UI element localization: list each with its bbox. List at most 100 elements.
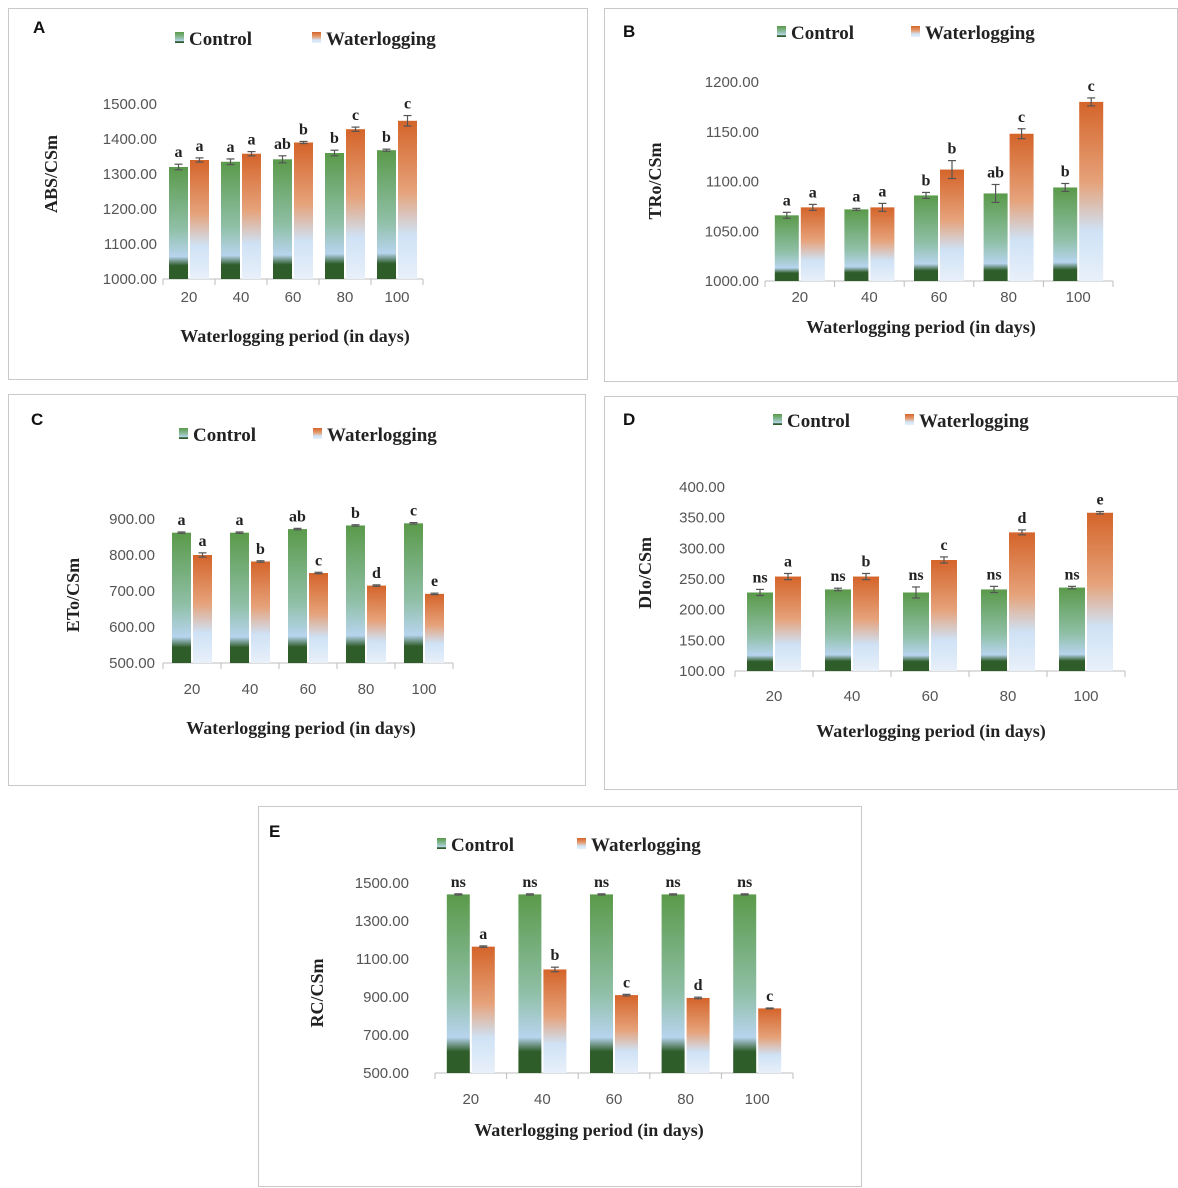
x-tick-label: 80	[337, 289, 354, 306]
bar-waterlogging	[758, 1008, 782, 1073]
bar-control	[774, 215, 799, 281]
x-tick-label: 40	[534, 1091, 551, 1108]
significance-label: b	[862, 553, 871, 570]
significance-label: a	[809, 184, 817, 201]
error-bar	[862, 572, 870, 581]
error-bar	[278, 155, 287, 164]
error-bar	[1068, 585, 1076, 590]
bar-control	[325, 153, 344, 279]
bar-control	[221, 161, 240, 279]
significance-label: b	[550, 947, 559, 964]
significance-label: a	[227, 139, 235, 156]
bar-control	[169, 167, 188, 279]
significance-label: e	[1096, 492, 1103, 509]
x-tick-label: 40	[861, 289, 878, 306]
significance-label: b	[330, 130, 339, 147]
legend-waterlogging-swatch	[577, 838, 586, 849]
legend-waterlogging-label: Waterlogging	[919, 411, 1029, 432]
significance-label: ns	[908, 567, 923, 584]
y-tick-label: 1000.00	[103, 271, 157, 288]
error-bar	[409, 521, 418, 525]
chart-c-svg: C Control Waterlogging ETo/CSm 500.00 600.00 7…	[31, 410, 454, 739]
y-tick-label: 900.00	[109, 511, 155, 528]
significance-label: a	[878, 183, 886, 200]
bar-control	[346, 525, 365, 663]
x-axis-title-e: Waterlogging period (in days)	[474, 1120, 704, 1141]
error-bar	[293, 527, 302, 531]
error-bar	[372, 584, 381, 587]
significance-label: ns	[1064, 566, 1079, 583]
x-tick-label: 100	[384, 289, 409, 306]
significance-label: b	[382, 129, 391, 146]
significance-label: a	[175, 144, 183, 161]
y-tick-label: 1300.00	[103, 166, 157, 183]
bar-control	[903, 592, 929, 671]
x-tick-label: 20	[462, 1091, 479, 1108]
error-bar	[782, 211, 791, 219]
bar-control	[914, 195, 938, 281]
bar-control	[844, 209, 869, 281]
error-bar	[948, 160, 956, 180]
bar-waterlogging	[853, 576, 879, 671]
legend-waterlogging-swatch	[313, 428, 322, 439]
error-bar	[808, 203, 817, 211]
y-tick-label: 700.00	[109, 583, 155, 600]
error-bar	[195, 157, 204, 163]
significance-label: b	[256, 541, 265, 558]
error-bar	[784, 572, 792, 581]
significance-label: ab	[987, 164, 1004, 181]
y-axis-title-c: ETo/CSm	[63, 558, 83, 632]
bar-control	[590, 894, 613, 1073]
x-tick-label: 100	[1073, 688, 1098, 705]
error-bar	[756, 588, 764, 597]
y-tick-label: 800.00	[109, 547, 155, 564]
significance-label: ns	[737, 874, 752, 891]
significance-label: b	[351, 505, 360, 522]
y-tick-label: 700.00	[363, 1027, 409, 1044]
legend-waterlogging-swatch	[905, 414, 914, 425]
significance-label: d	[1018, 510, 1027, 527]
error-bar	[1061, 182, 1070, 193]
y-tick-label: 1100.00	[706, 174, 759, 191]
legend-control-label: Control	[791, 23, 854, 44]
y-tick-label: 1500.00	[103, 96, 157, 113]
bar-waterlogging	[870, 207, 895, 281]
y-axis-title-a: ABS/CSm	[41, 135, 61, 213]
significance-label: c	[766, 988, 773, 1005]
error-bar	[299, 140, 308, 145]
chart-a-svg: A Control Waterlogging ABS/CSm 1000.00 1100.0…	[33, 18, 436, 347]
significance-label: ns	[666, 874, 681, 891]
y-tick-label: 350.00	[679, 510, 725, 527]
y-tick-label: 1400.00	[103, 131, 157, 148]
bar-waterlogging	[1009, 133, 1034, 281]
error-bar	[1017, 128, 1026, 140]
error-bar	[834, 587, 842, 592]
error-bar	[550, 966, 559, 973]
significance-label: c	[404, 96, 411, 113]
legend-control-swatch	[773, 414, 782, 425]
y-tick-label: 1300.00	[355, 913, 409, 930]
x-tick-label: 20	[181, 289, 198, 306]
significance-label: a	[236, 512, 244, 529]
chart-d-svg: D Control Waterlogging DIo/CSm 100.00 150.00 2…	[623, 410, 1126, 742]
bar-control	[747, 592, 773, 671]
y-tick-label: 300.00	[679, 540, 725, 557]
error-bar	[622, 993, 631, 997]
error-bar	[403, 114, 412, 127]
bar-control	[981, 589, 1007, 671]
significance-label: a	[199, 533, 207, 550]
significance-label: a	[178, 512, 186, 529]
significance-label: b	[1061, 163, 1070, 180]
error-bar	[256, 560, 265, 563]
bar-waterlogging	[398, 120, 417, 279]
x-tick-label: 100	[1066, 289, 1091, 306]
chart-panel-a: A Control Waterlogging ABS/CSm 1000.00 1100.0…	[8, 8, 588, 380]
y-tick-label: 1100.00	[356, 951, 409, 968]
significance-label: c	[623, 974, 630, 991]
y-axis-title-e: RC/CSm	[307, 958, 327, 1027]
bar-waterlogging	[190, 160, 209, 279]
error-bar	[694, 996, 703, 1000]
bar-waterlogging	[1087, 512, 1113, 671]
y-axis-title-d: DIo/CSm	[635, 537, 655, 609]
bar-waterlogging	[931, 559, 957, 671]
